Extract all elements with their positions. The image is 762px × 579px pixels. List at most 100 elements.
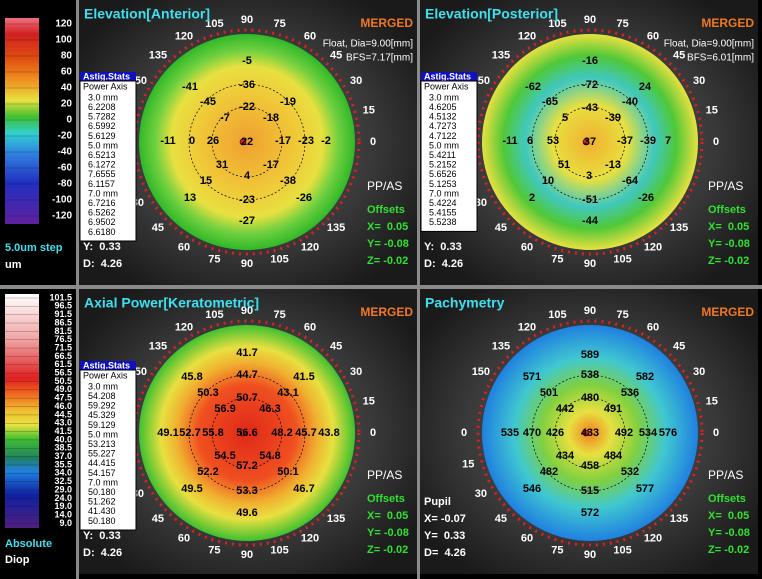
map-value: 538 <box>581 369 599 381</box>
stats-head-bg <box>80 72 136 81</box>
stats-line: 45.329 <box>88 410 116 420</box>
scale-label: -80 <box>58 179 73 190</box>
angle-label: 105 <box>270 545 288 557</box>
scale-label: 44.5 <box>54 409 72 419</box>
scale-label: 41.5 <box>54 426 72 436</box>
angle-label: 135 <box>670 513 688 525</box>
scale-footer: um <box>5 259 22 271</box>
info-line: X= -0.07 <box>424 513 466 525</box>
map-value: -27 <box>239 215 255 227</box>
map-value: 571 <box>523 371 541 383</box>
map-value: 50.3 <box>197 387 218 399</box>
map-value: 442 <box>556 403 574 415</box>
map-value: 10 <box>542 175 554 187</box>
scale-label: 46.0 <box>54 401 72 411</box>
map-value: 0 <box>189 135 195 147</box>
angle-label: 75 <box>208 545 220 557</box>
scale-label: 80 <box>61 51 73 62</box>
angle-label: 120 <box>518 30 536 42</box>
map-value: -13 <box>605 159 621 171</box>
map-value: -65 <box>542 96 558 108</box>
separator <box>76 0 79 579</box>
map-value: -62 <box>525 81 541 93</box>
stats-line: 5.0 mm <box>429 140 459 150</box>
map-value: 22 <box>241 136 253 148</box>
stats-line: 5.4224 <box>429 198 457 208</box>
merged-tag: MERGED <box>701 16 754 30</box>
map-value: 492 <box>615 427 633 439</box>
angle-label: 0 <box>461 427 467 439</box>
angle-label: 60 <box>647 321 659 333</box>
zone-ring <box>188 374 306 492</box>
offset-line: Y= -0.08 <box>708 527 750 539</box>
map-value: -44 <box>582 215 599 227</box>
angle-label: 120 <box>301 533 319 545</box>
pupil-center <box>582 138 590 146</box>
map-value: 572 <box>581 507 599 519</box>
stats-line: 55.227 <box>88 449 116 459</box>
stats-head: Astig.Stats <box>83 71 130 81</box>
map-value: 50.1 <box>277 466 298 478</box>
offset-line: Z= -0.02 <box>708 255 749 267</box>
map-value: 56.6 <box>236 427 257 439</box>
angle-label: 90 <box>584 14 596 26</box>
map-value: -43 <box>582 102 598 114</box>
scale-footer: 5.0um step <box>5 242 63 254</box>
stats-line: 3.0 mm <box>88 92 118 102</box>
map-value: 53 <box>547 135 559 147</box>
angle-label: 30 <box>693 75 705 87</box>
map-value: 6 <box>527 135 533 147</box>
stats-line: 6.1157 <box>88 179 115 189</box>
stats-box <box>79 369 137 531</box>
offset-line: Y= -0.08 <box>367 238 409 250</box>
map-value: -11 <box>160 135 175 147</box>
map-value: -40 <box>622 96 638 108</box>
angle-label: 135 <box>492 341 510 353</box>
color-scale <box>5 294 39 528</box>
offset-line: X= 0.05 <box>367 510 408 522</box>
map-value: -41 <box>182 81 198 93</box>
map-value: 546 <box>523 483 541 495</box>
angle-label: 60 <box>521 533 533 545</box>
angle-label: 30 <box>693 366 705 378</box>
scale-label: 20 <box>61 99 73 110</box>
angle-label: 60 <box>178 533 190 545</box>
scale-label: 76.5 <box>54 334 72 344</box>
map-value: -72 <box>582 79 598 91</box>
stats-line: 5.0 mm <box>88 140 118 150</box>
scale-label: 0 <box>66 115 72 126</box>
zone-ring <box>531 374 649 492</box>
map-value: 4 <box>244 170 251 182</box>
map-value: 57.2 <box>236 460 257 472</box>
scale-footer: Absolute <box>5 538 52 550</box>
angle-label: 75 <box>616 309 628 321</box>
map-value: -17 <box>275 135 291 147</box>
stats-line: 4.6205 <box>429 102 457 112</box>
map-value: 458 <box>581 460 599 472</box>
angle-label: 105 <box>613 545 631 557</box>
info-line: Y= 0.33 <box>424 530 465 542</box>
stats-line: 6.5262 <box>88 208 116 218</box>
map-value: 576 <box>659 427 677 439</box>
angle-label: 120 <box>175 321 193 333</box>
angle-label: 45 <box>673 341 685 353</box>
map-value: 51 <box>558 159 570 171</box>
map-value: -36 <box>239 79 255 91</box>
map-disc <box>139 34 355 250</box>
scale-label: 100 <box>55 35 72 46</box>
angle-label: 90 <box>241 305 253 317</box>
map-value: 484 <box>604 450 623 462</box>
stats-line: 4.7273 <box>429 121 457 131</box>
stats-line: 7.0 mm <box>88 188 118 198</box>
scale-label: 19.0 <box>54 501 72 511</box>
offset-line: X= 0.05 <box>367 221 408 233</box>
map-value: -18 <box>263 112 279 124</box>
map-value: 48.2 <box>271 427 292 439</box>
merged-tag: MERGED <box>360 16 413 30</box>
map-value: 532 <box>621 466 639 478</box>
map-value: -11 <box>502 135 517 147</box>
angle-label: 120 <box>175 30 193 42</box>
angle-label: 45 <box>495 513 507 525</box>
stats-line: 41.430 <box>88 506 116 516</box>
